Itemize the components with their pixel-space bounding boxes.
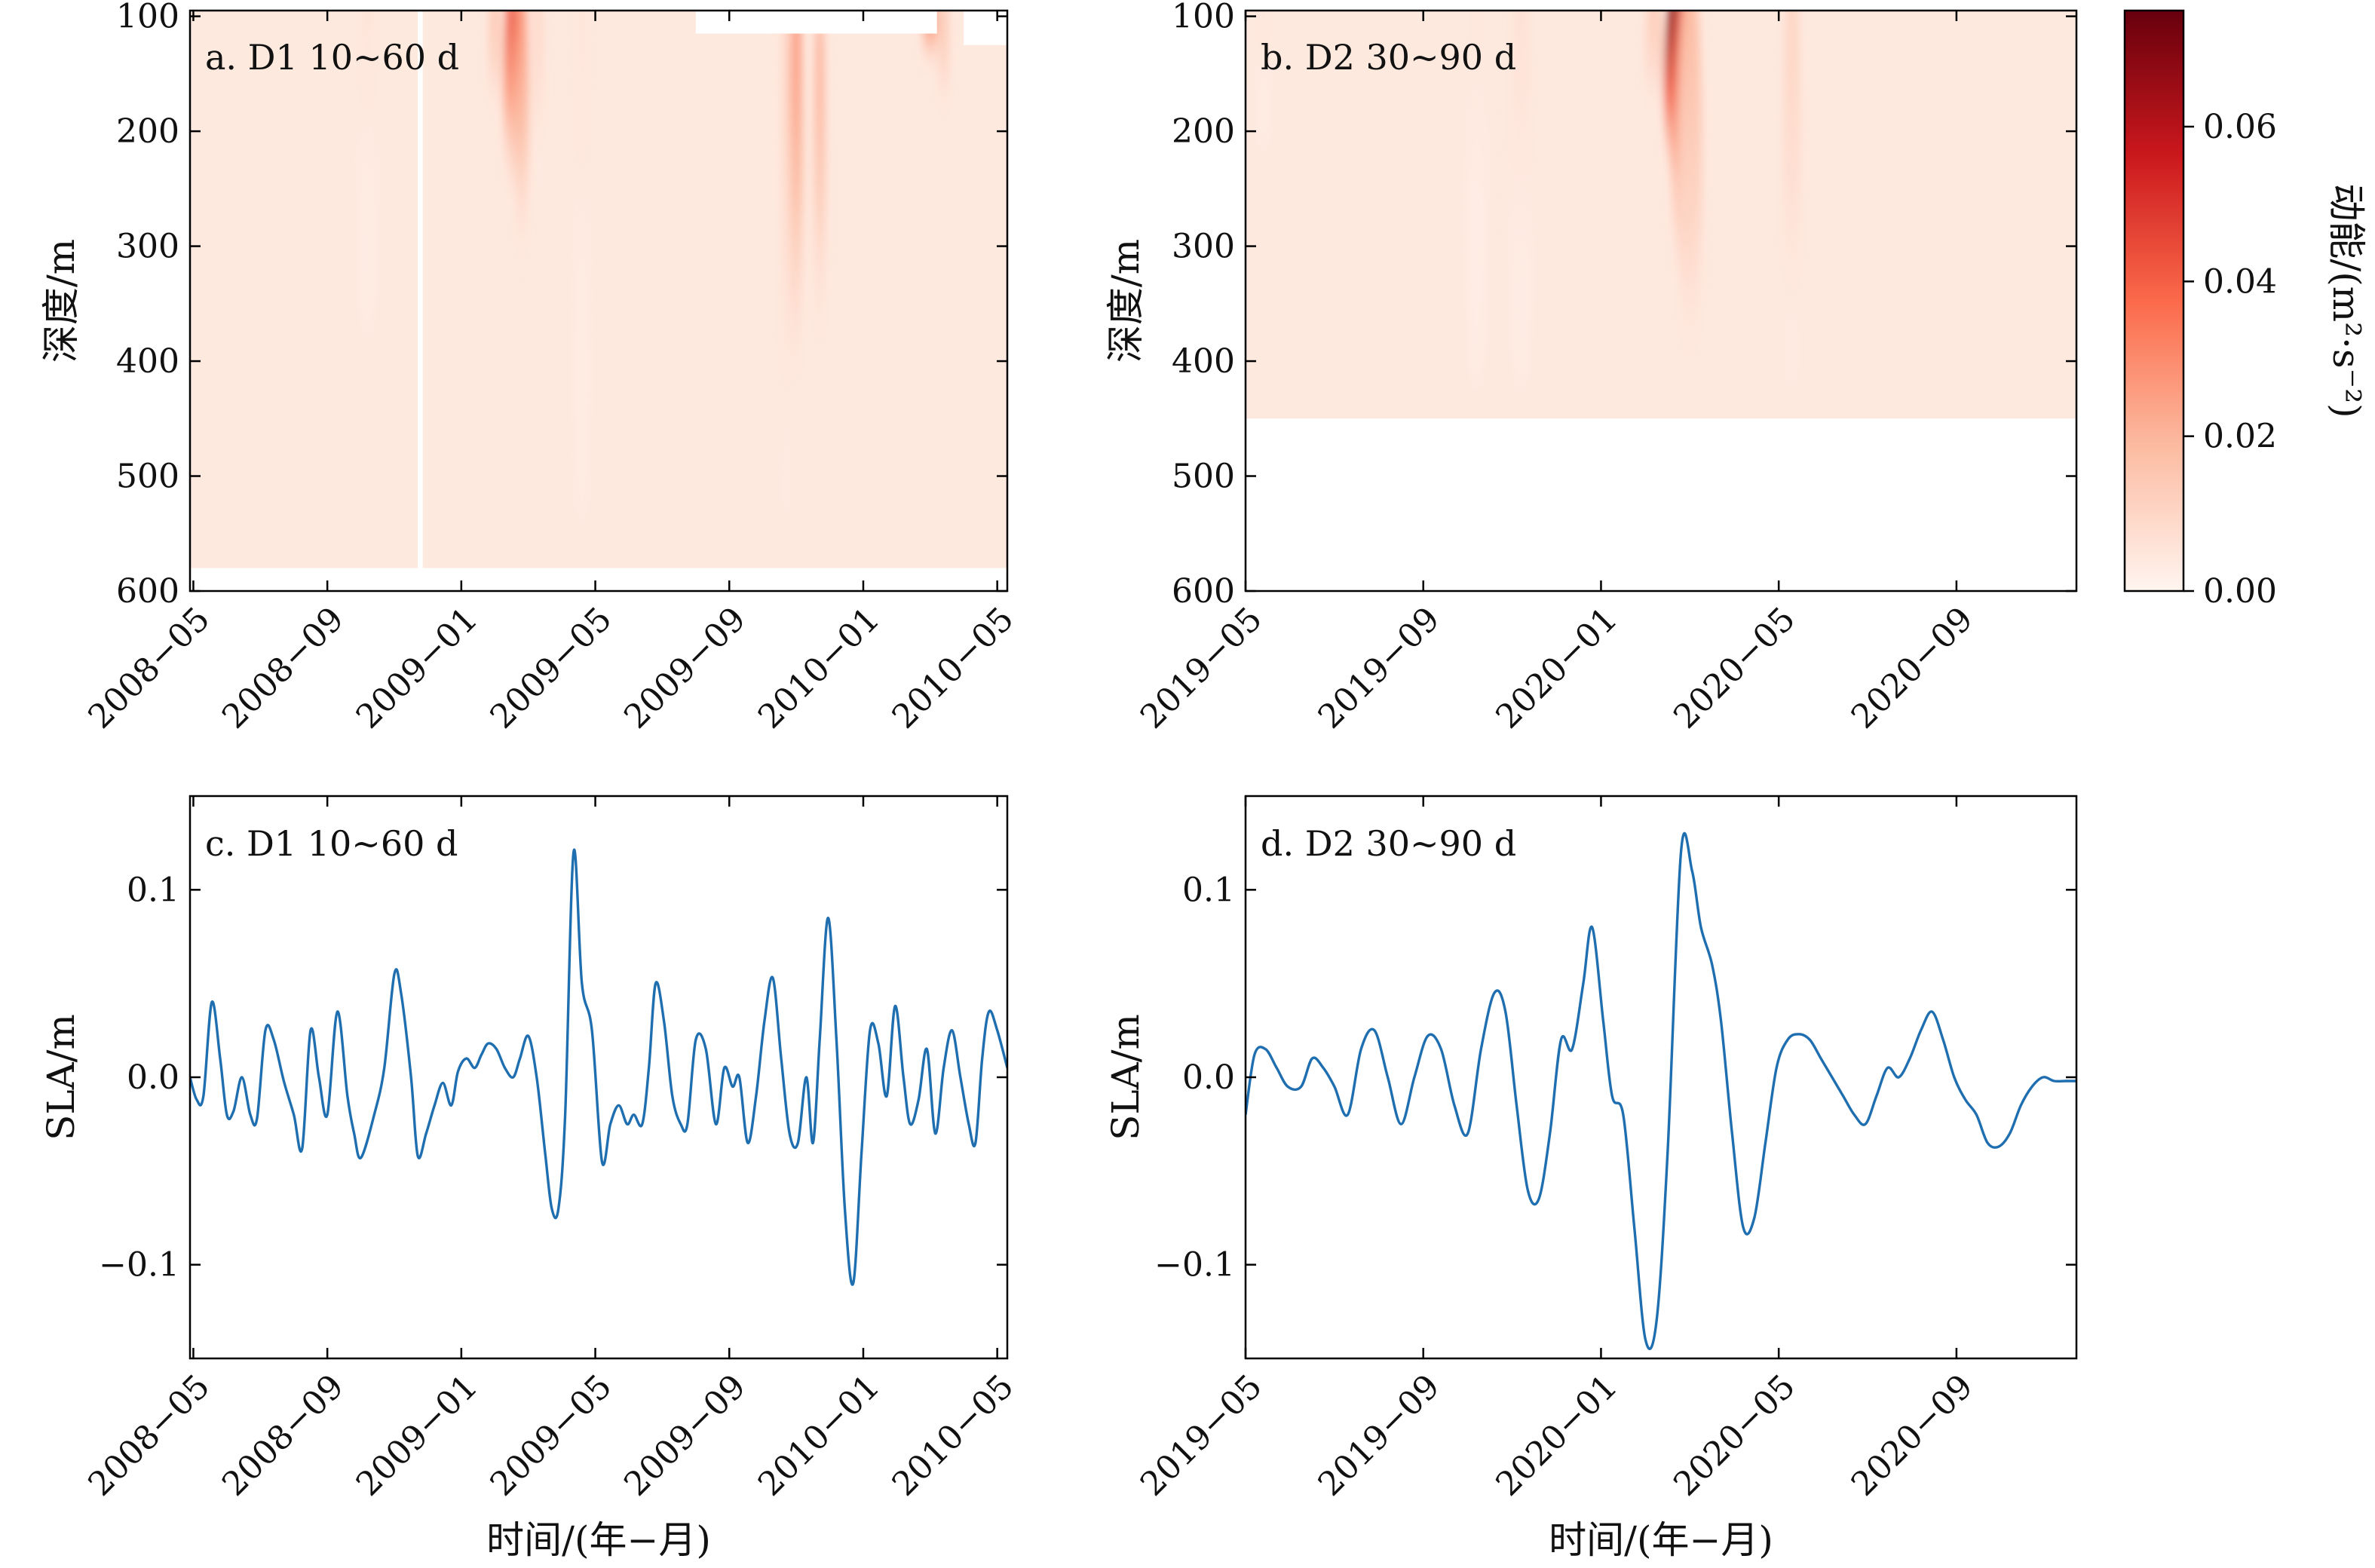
x-tick-label: 2020−05	[1666, 600, 1803, 737]
y-axis-label: 深度/m	[39, 239, 83, 363]
y-axis-label: SLA/m	[39, 1014, 83, 1141]
y-tick-label: 500	[1172, 458, 1235, 496]
x-tick-label: 2009−01	[349, 600, 486, 737]
x-tick-label: 2010−05	[885, 600, 1022, 737]
x-tick-label: 2019−05	[1133, 600, 1270, 737]
y-tick-label: 100	[1172, 0, 1235, 36]
heatmap-hotspot	[359, 11, 376, 334]
sla-series-line	[1246, 831, 2076, 1350]
y-tick-label: 600	[1172, 572, 1235, 611]
plot-frame	[1244, 9, 2078, 593]
y-tick-label: 200	[116, 112, 179, 151]
x-tick-label: 2019−09	[1311, 600, 1448, 737]
x-tick-label: 2009−09	[617, 600, 753, 737]
colorbar-gradient	[2123, 9, 2185, 593]
x-axis-label: 时间/(年−月)	[486, 1518, 711, 1562]
colorbar-tick-label: 0.02	[2203, 418, 2277, 456]
y-tick-label: −0.1	[1154, 1246, 1235, 1285]
colorbar-ticks: 0.00 0.02 0.04 0.06	[2183, 108, 2277, 611]
y-tick-label: 100	[116, 0, 179, 36]
y-axis-label: SLA/m	[1104, 1014, 1148, 1141]
y-tick-label: 600	[116, 572, 179, 611]
x-tick-label: 2020−01	[1488, 1367, 1625, 1504]
plot-frame	[188, 9, 1009, 593]
plot-frame	[188, 795, 1009, 1360]
panel-label: b. D2 30~90 d	[1261, 37, 1516, 78]
y-tick-label: 0.0	[1182, 1058, 1235, 1097]
y-tick-label: 500	[116, 458, 179, 496]
panel-label: d. D2 30~90 d	[1261, 823, 1516, 864]
axis-ticks: 2008−052008−092009−012009−052009−092010−…	[81, 796, 1021, 1504]
x-tick-label: 2008−09	[215, 1367, 351, 1504]
y-axis-label: 深度/m	[1104, 239, 1148, 363]
heatmap-background	[190, 11, 1007, 568]
colorbar-tick-label: 0.06	[2203, 108, 2277, 146]
x-tick-label: 2020−05	[1666, 1367, 1803, 1504]
x-tick-label: 2008−05	[81, 1367, 217, 1504]
panel-c-line: 2008−052008−092009−012009−052009−092010−…	[39, 795, 1021, 1562]
x-tick-label: 2010−05	[885, 1367, 1022, 1504]
line-plot-area	[1246, 831, 2076, 1350]
x-axis-label: 时间/(年−月)	[1549, 1518, 1773, 1562]
line-plot-area	[190, 848, 1007, 1286]
y-tick-label: 400	[1172, 342, 1235, 381]
x-tick-label: 2020−09	[1844, 1367, 1981, 1504]
panel-label: c. D1 10~60 d	[205, 823, 458, 864]
heatmap-hotspot	[1678, 11, 1702, 386]
heatmap-hotspot	[489, 11, 501, 127]
heatmap-hotspot	[938, 11, 949, 127]
missing-data-gap	[418, 11, 423, 568]
heatmap-hotspot	[575, 11, 589, 520]
colorbar-label: 动能/(m²·s⁻²)	[2324, 183, 2368, 418]
heatmap-field	[190, 11, 1007, 568]
missing-data-gap	[695, 11, 937, 34]
y-tick-label: −0.1	[99, 1246, 179, 1285]
x-tick-label: 2009−09	[617, 1367, 753, 1504]
y-tick-label: 300	[1172, 228, 1235, 266]
heatmap-hotspot	[1509, 11, 1533, 386]
heatmap-hotspot	[790, 11, 802, 386]
x-tick-label: 2010−01	[751, 600, 887, 737]
axis-ticks: 2019−05 2019−09 2020−01 2020−05 2020−09 −0.1 0…	[1133, 796, 2076, 1504]
sla-series-line	[190, 848, 1007, 1286]
x-tick-label: 2009−05	[483, 1367, 619, 1504]
panel-a-heatmap: 2008−052008−092009−012009−052009−092010−…	[39, 0, 1021, 737]
y-tick-label: 200	[1172, 112, 1235, 151]
x-tick-label: 2020−09	[1844, 600, 1981, 737]
heatmap-hotspot	[814, 11, 825, 357]
panel-b-heatmap: 2019−05 2019−09 2020−01 2020−05 2020−09 100 20…	[1104, 0, 2078, 737]
y-tick-label: 300	[116, 228, 179, 266]
x-tick-label: 2008−09	[215, 600, 351, 737]
heatmap-hotspot	[533, 11, 544, 189]
panel-d-line: 2019−05 2019−09 2020−01 2020−05 2020−09 −0.1 0…	[1104, 795, 2078, 1562]
x-tick-label: 2010−01	[751, 1367, 887, 1504]
heatmap-field	[1246, 11, 2076, 419]
panel-label: a. D1 10~60 d	[205, 37, 459, 78]
heatmap-hotspot	[1783, 11, 1801, 386]
y-tick-label: 400	[116, 342, 179, 381]
x-tick-label: 2009−05	[483, 600, 619, 737]
x-tick-label: 2020−01	[1488, 600, 1625, 737]
colorbar-tick-label: 0.00	[2203, 572, 2277, 611]
colorbar-tick-label: 0.04	[2203, 262, 2277, 301]
x-tick-label: 2019−09	[1311, 1367, 1448, 1504]
x-tick-label: 2008−05	[81, 600, 217, 737]
heatmap-hotspot	[514, 11, 529, 262]
y-tick-label: 0.1	[1182, 871, 1235, 909]
heatmap-hotspot	[1467, 11, 1486, 386]
y-tick-label: 0.0	[127, 1058, 179, 1097]
heatmap-hotspot	[1258, 11, 1269, 148]
heatmap-hotspots	[1258, 11, 1801, 386]
heatmap-hotspot	[781, 11, 792, 520]
missing-data-gap	[964, 11, 1007, 45]
colorbar: 0.00 0.02 0.04 0.06 动能/(m²·s⁻²)	[2123, 9, 2368, 611]
x-tick-label: 2019−05	[1133, 1367, 1270, 1504]
y-tick-label: 0.1	[127, 871, 179, 909]
x-tick-label: 2009−01	[349, 1367, 486, 1504]
heatmap-hotspot	[1645, 11, 1663, 127]
